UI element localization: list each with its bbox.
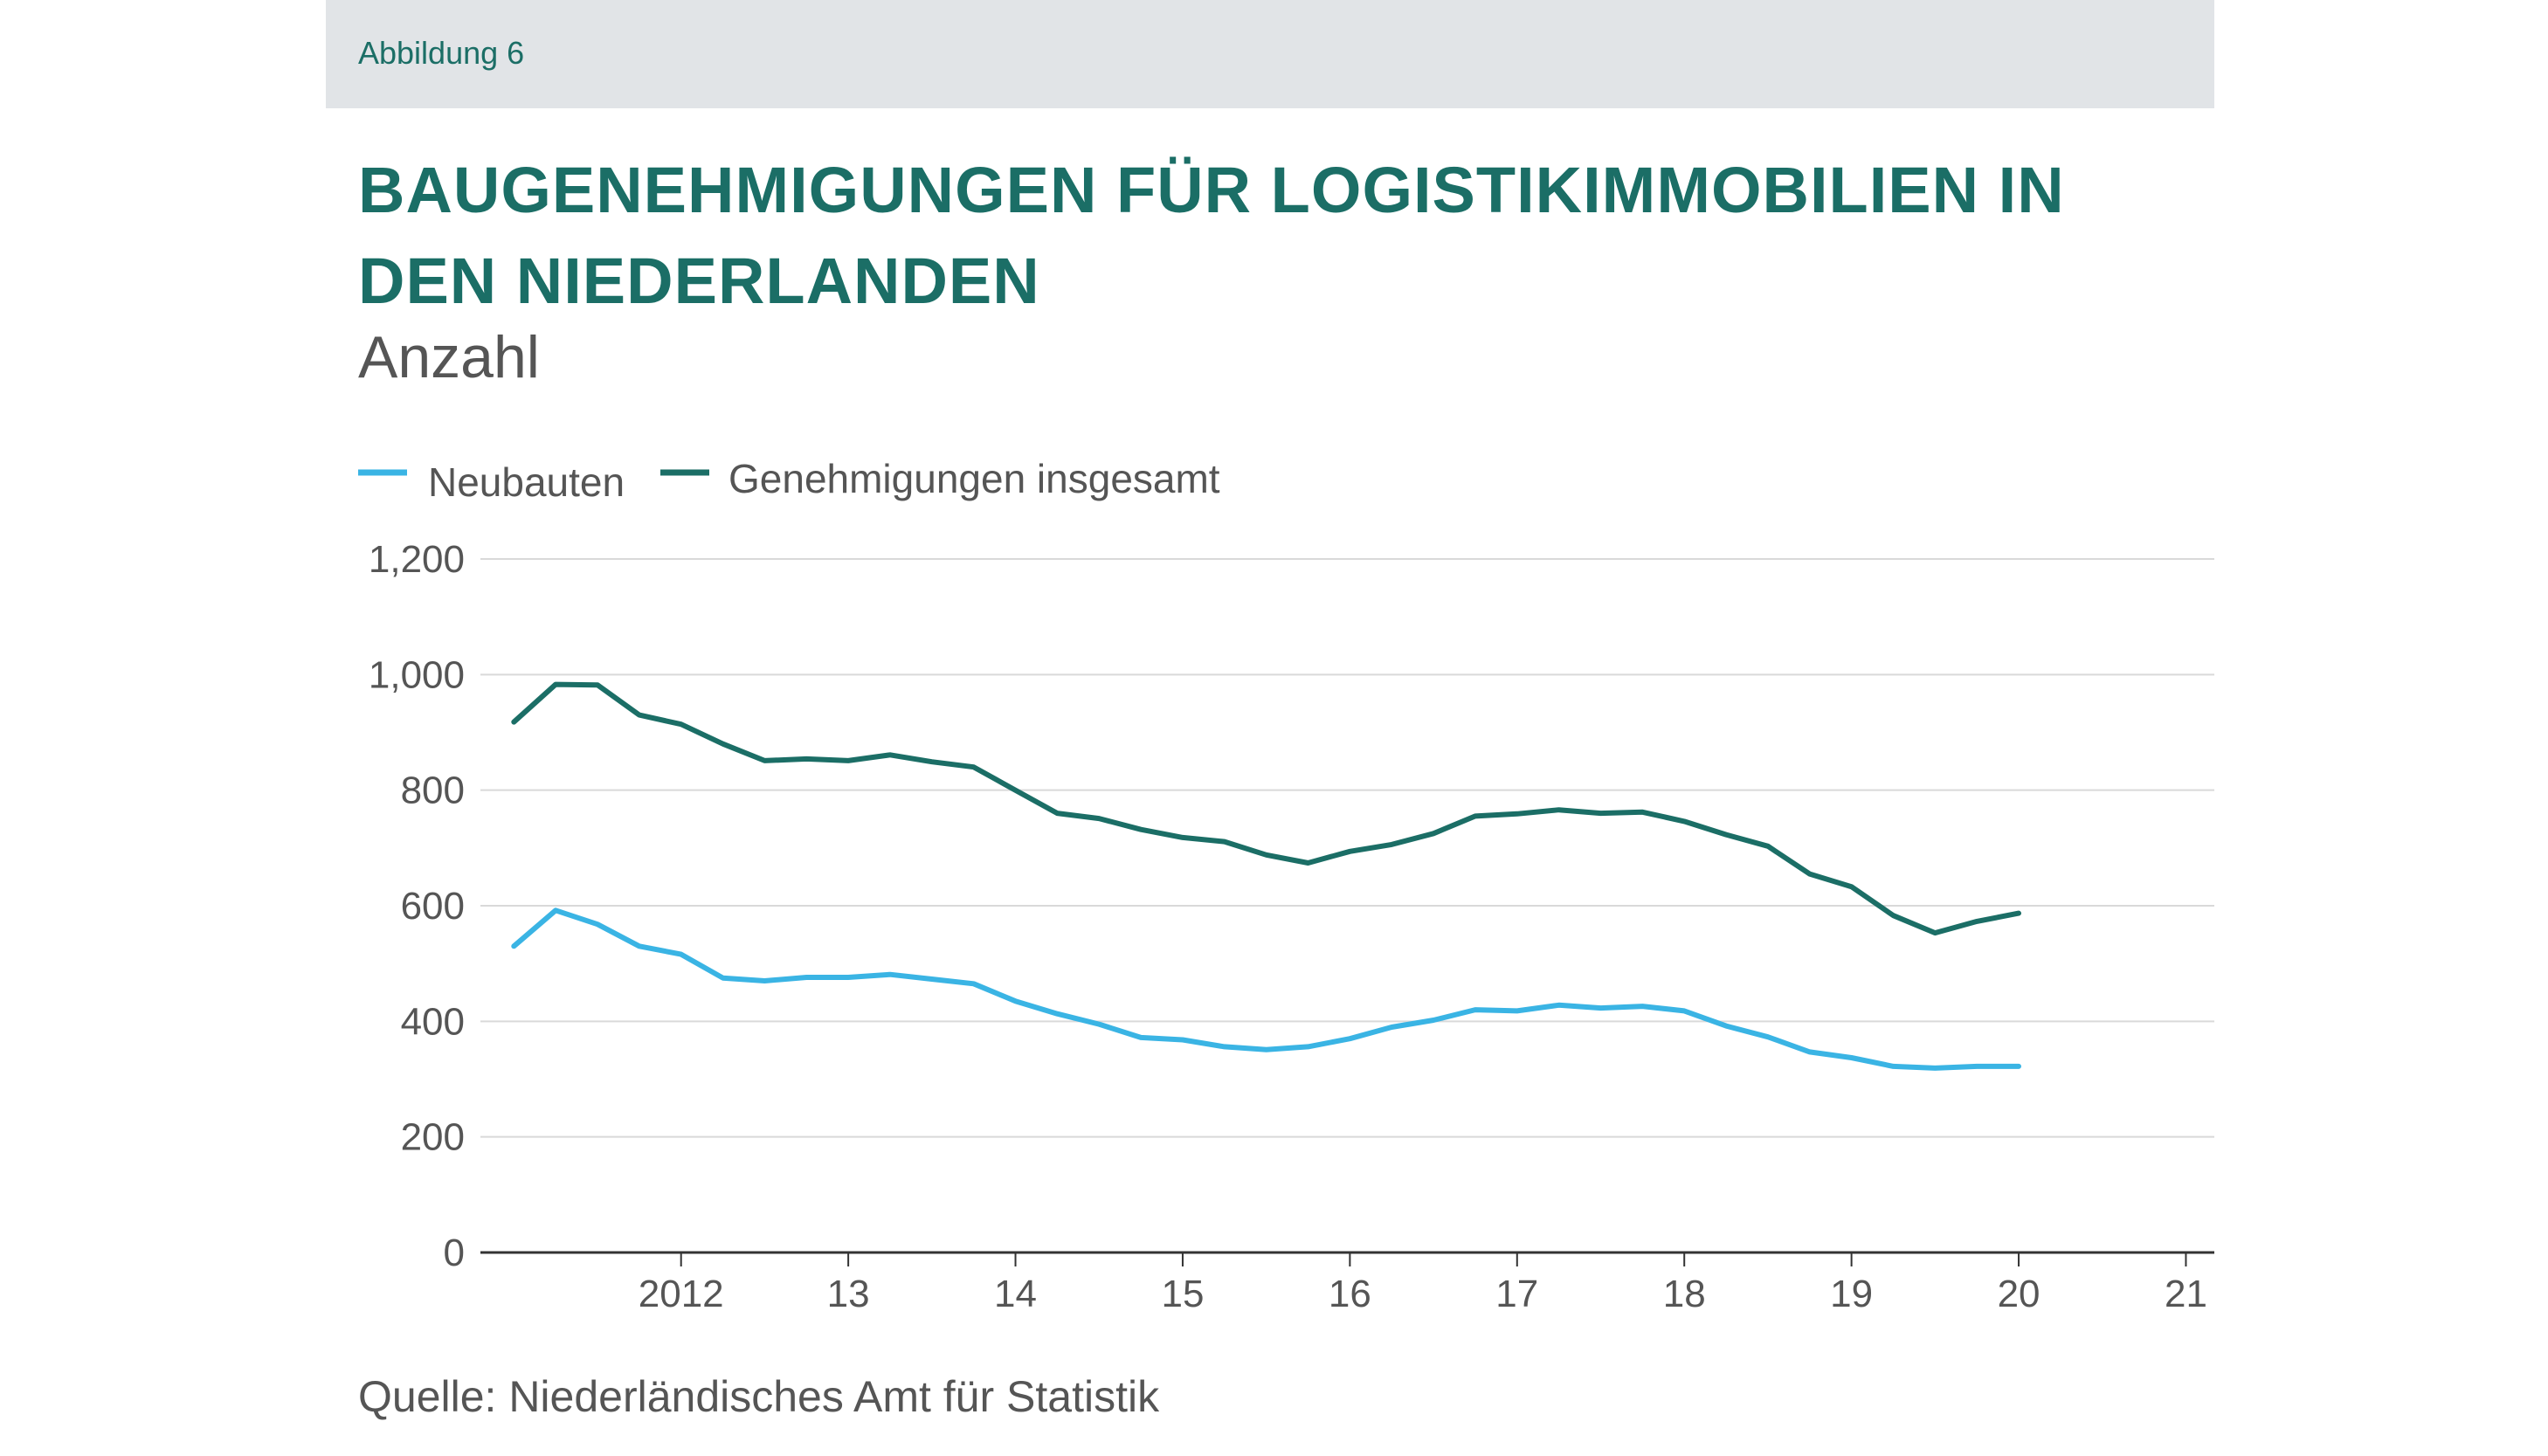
y-tick-label: 1,200: [369, 538, 465, 581]
legend: Neubauten Genehmigungen insgesamt: [358, 456, 1220, 505]
y-tick-label: 600: [401, 885, 465, 928]
x-tick-label: 20: [1998, 1273, 2040, 1315]
figure-label: Abbildung 6: [358, 35, 525, 71]
x-axis-ticks: 2012 13 14 15 16 17 18 19 20 21: [639, 1252, 2207, 1315]
legend-label-neubauten: Neubauten: [428, 459, 625, 505]
x-tick-label: 13: [827, 1273, 870, 1315]
series-line-genehmigungen-insgesamt: [511, 681, 2021, 936]
gridlines: [480, 558, 2214, 1254]
x-tick-label: 21: [2165, 1273, 2207, 1315]
x-tick-label: 19: [1830, 1273, 1873, 1315]
x-tick-label: 17: [1495, 1273, 1538, 1315]
x-tick-label: 15: [1161, 1273, 1204, 1315]
chart-subtitle: Anzahl: [358, 324, 540, 390]
y-tick-label: 200: [401, 1116, 465, 1159]
y-axis-ticks: 0 200 400 600 800 1,000 1,200: [369, 538, 465, 1274]
chart-title: BAUGENEHMIGUNGEN FÜR LOGISTIKIMMOBILIEN …: [358, 154, 2065, 317]
figure-header-bar: [326, 0, 2214, 108]
series-line-neubauten: [511, 907, 2021, 1071]
y-tick-label: 400: [401, 1000, 465, 1043]
y-tick-label: 1,000: [369, 653, 465, 696]
legend-label-genehmigungen: Genehmigungen insgesamt: [728, 456, 1220, 501]
x-tick-label: 18: [1663, 1273, 1706, 1315]
x-tick-label: 16: [1329, 1273, 1371, 1315]
series-lines: [511, 681, 2021, 1071]
y-tick-label: 800: [401, 769, 465, 812]
source-note: Quelle: Niederländisches Amt für Statist…: [358, 1372, 1160, 1421]
x-tick-label: 14: [994, 1273, 1037, 1315]
x-tick-label: 2012: [639, 1273, 724, 1315]
y-tick-label: 0: [444, 1232, 465, 1274]
